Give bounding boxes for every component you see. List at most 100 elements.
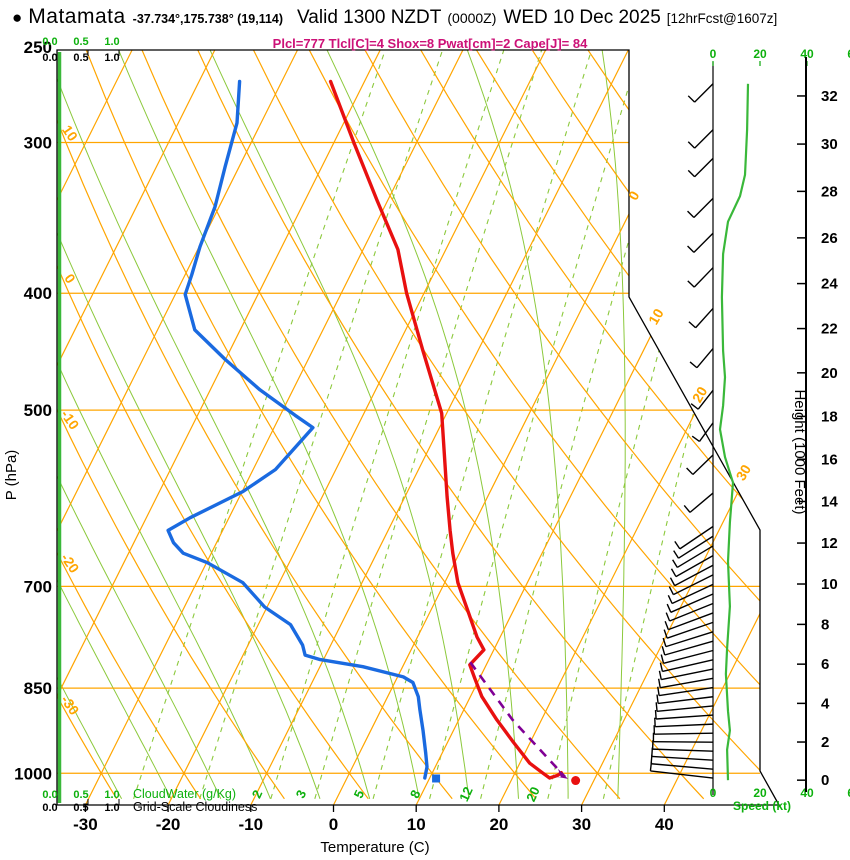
valid-time-utc: (0000Z) <box>447 10 497 26</box>
isotherm-label: 20 <box>689 384 711 406</box>
wind-barb-feather <box>655 702 658 712</box>
wind-barb-feather <box>687 95 696 103</box>
wind-barb <box>656 705 714 712</box>
wind-barb <box>693 267 714 288</box>
wind-barb <box>652 748 714 752</box>
cloudwater-legend: CloudWater (g/Kg) <box>133 787 236 801</box>
wind-barb <box>671 583 714 605</box>
temperature-tick-label: 20 <box>489 815 508 834</box>
wind-barb-feather <box>658 670 662 680</box>
cloudwater-scale-label: 1.0 <box>104 36 119 48</box>
dry-adiabat-label: -30 <box>58 692 83 718</box>
parcel-path <box>469 661 566 778</box>
isotherm-line <box>581 50 779 805</box>
isotherm-line <box>57 50 299 805</box>
dry-adiabat-line <box>57 50 118 800</box>
wind-barb <box>670 593 714 613</box>
moist-adiabat-line <box>465 50 569 799</box>
surface-dewpoint-marker <box>432 774 441 783</box>
height-tick-label: 20 <box>821 365 838 382</box>
wind-barb-feather <box>673 550 680 559</box>
pressure-tick-label: 300 <box>24 134 52 153</box>
wind-barb <box>693 232 714 253</box>
wind-barb <box>663 649 714 664</box>
plot-border <box>56 49 781 806</box>
cloudiness-scale-label: 0.5 <box>73 802 88 814</box>
wind-barb-feather <box>686 467 694 475</box>
cloudiness-scale-label: 0.0 <box>42 52 57 64</box>
mixing-ratio-label: 12 <box>456 784 476 803</box>
wind-barb <box>675 555 714 578</box>
wind-barb <box>666 621 714 639</box>
pressure-tick-label: 700 <box>24 577 52 596</box>
temperature-tick-label: 10 <box>407 815 426 834</box>
mixing-ratio-line <box>199 50 445 799</box>
wind-barb <box>676 545 714 569</box>
wind-barb-feather <box>666 603 672 613</box>
cloudiness-legend: Grid-Scale Cloudiness <box>133 800 257 814</box>
speed-scale-label: 20 <box>753 47 767 61</box>
mixing-ratio-line <box>480 50 685 799</box>
mixing-ratio-label: 20 <box>523 784 543 803</box>
height-tick-label: 18 <box>821 408 838 425</box>
mixing-ratio-label: 5 <box>351 788 368 801</box>
height-tick-label: 28 <box>821 183 838 200</box>
temperature-tick-label: 40 <box>655 815 674 834</box>
moist-adiabat-line <box>57 50 321 799</box>
station-bullet-icon: ● <box>12 8 23 27</box>
wind-barb-feather <box>669 577 676 586</box>
isotherm-line <box>84 50 464 805</box>
wind-barb-feather <box>657 686 660 696</box>
speed-scale-label: 20 <box>753 786 767 800</box>
isotherm-line <box>498 50 779 805</box>
wind-barb <box>694 129 714 149</box>
sounding-indices: Plcl=777 Tlcl[C]=4 Shox=8 Pwat[cm]=2 Cap… <box>272 36 588 51</box>
isotherm-line <box>663 50 779 805</box>
speed-scale-label: 40 <box>800 786 814 800</box>
height-tick-label: 10 <box>821 576 838 593</box>
dry-adiabat-line <box>57 50 369 800</box>
wind-barb <box>654 732 714 735</box>
moist-adiabat-line <box>57 50 123 800</box>
mixing-ratio-line <box>133 50 387 799</box>
isotherm-line <box>332 50 712 805</box>
pressure-tick-label: 250 <box>24 38 52 57</box>
wind-barb <box>698 422 714 442</box>
temperature-tick-label: 30 <box>572 815 591 834</box>
wind-barb <box>695 307 714 329</box>
dry-adiabat-line <box>57 50 202 800</box>
wind-barb-feather <box>688 321 697 329</box>
wind-barb <box>668 612 714 631</box>
wind-barb-feather <box>667 595 673 604</box>
wind-barb-feather <box>663 629 668 639</box>
wind-barb <box>651 755 714 761</box>
wind-barb <box>689 492 714 513</box>
wind-barb <box>664 640 714 656</box>
isotherm-line <box>250 50 629 805</box>
wind-barb <box>692 454 714 475</box>
temperature-tick-label: -30 <box>73 815 98 834</box>
wind-barb-feather <box>687 141 696 149</box>
mixing-ratio-label: 2 <box>249 788 266 801</box>
wind-barb-feather <box>687 169 696 178</box>
wind-barbs <box>649 83 714 779</box>
wind-barb-feather <box>660 654 665 664</box>
cloudwater-scale-label: 0.5 <box>73 789 88 801</box>
dry-adiabat-line <box>57 50 285 800</box>
wind-barb-feather <box>687 245 695 253</box>
wind-barb-feather <box>649 761 653 772</box>
wind-barb <box>694 83 714 103</box>
wind-barb <box>697 389 714 410</box>
height-tick-label: 6 <box>821 656 829 673</box>
height-axis-title: Height (1000 Feet) <box>791 389 808 514</box>
wind-speed-curve <box>718 83 750 781</box>
wind-barb-feather <box>661 646 666 656</box>
mixing-ratio-line <box>372 50 593 799</box>
wind-barb <box>658 696 714 705</box>
wind-barb-feather <box>659 662 664 672</box>
cloudiness-scale-label: 0.0 <box>42 802 57 814</box>
dry-adiabat-line <box>474 50 779 800</box>
height-tick-label: 22 <box>821 321 838 338</box>
